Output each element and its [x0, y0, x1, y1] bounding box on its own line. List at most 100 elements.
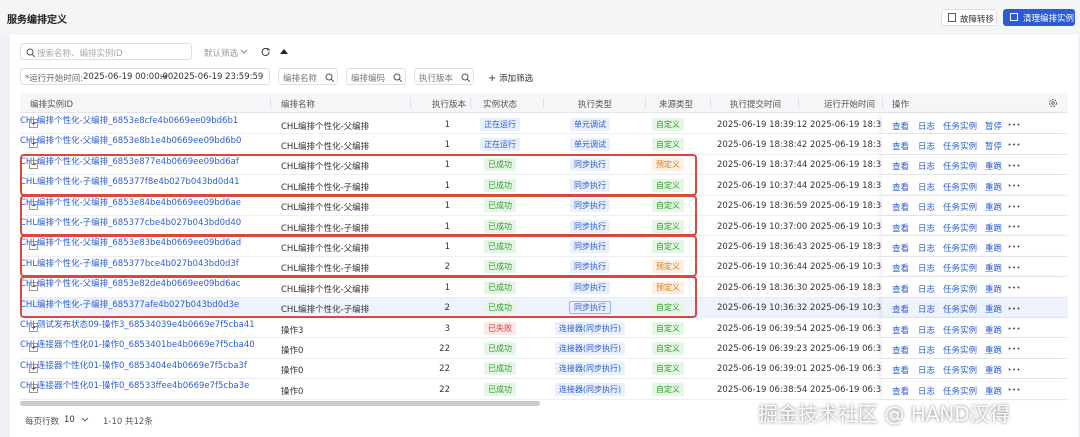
failover-button[interactable]: 故障转移	[941, 9, 997, 26]
action-link[interactable]: 任务实例	[943, 182, 978, 193]
action-link[interactable]: 任务实例	[943, 325, 978, 336]
action-link[interactable]: 日志	[918, 386, 936, 397]
action-link[interactable]: 重跑	[985, 203, 1003, 214]
more-icon[interactable]	[1008, 266, 1020, 269]
page-size[interactable]: 10	[64, 415, 75, 425]
instance-id[interactable]: CHL编排个性化-父编排_6853e8b1e4b0669ee09bd6b0	[20, 136, 242, 147]
action-link[interactable]: 任务实例	[943, 121, 978, 132]
expand-toggle[interactable]	[29, 119, 38, 128]
action-link[interactable]: 日志	[918, 264, 936, 275]
expand-toggle[interactable]	[29, 323, 38, 332]
filter-select[interactable]: 默认筛选	[204, 49, 239, 59]
expand-toggle[interactable]	[29, 200, 38, 210]
action-link[interactable]: 任务实例	[943, 243, 978, 254]
action-link[interactable]: 查看	[892, 325, 910, 336]
action-link[interactable]: 查看	[892, 284, 910, 295]
expand-toggle[interactable]	[29, 282, 38, 292]
instance-id[interactable]: CHL编排个性化-父编排_6853e83be4b0669ee09bd6ad	[20, 238, 242, 249]
action-link[interactable]: 查看	[892, 345, 910, 356]
action-link[interactable]: 重跑	[985, 386, 1003, 397]
settings-icon[interactable]	[1048, 98, 1058, 108]
instance-id[interactable]: CHL编排个性化-父编排_6853e82de4b0669ee09bd6ac	[20, 279, 241, 290]
expand-toggle[interactable]	[29, 343, 38, 353]
expand-toggle[interactable]	[29, 363, 38, 373]
action-link[interactable]: 重跑	[985, 243, 1003, 254]
expand-toggle[interactable]	[29, 159, 38, 169]
more-icon[interactable]	[1008, 143, 1020, 146]
action-link[interactable]: 重跑	[985, 284, 1003, 295]
more-icon[interactable]	[1008, 286, 1020, 289]
action-link[interactable]: 重跑	[985, 223, 1003, 234]
action-link[interactable]: 查看	[892, 121, 910, 132]
action-link[interactable]: 查看	[892, 223, 910, 234]
more-icon[interactable]	[1008, 205, 1020, 208]
action-link[interactable]: 查看	[892, 141, 910, 152]
instance-id[interactable]: CHL连接器个性化01-操作0_6853401be4b0669e7f5cba40	[20, 340, 255, 351]
action-link[interactable]: 任务实例	[943, 141, 978, 152]
date-range[interactable]: *运行开始时间: 2025-06-19 00:00:00 → 2025-06-19 2…	[20, 68, 270, 85]
action-link[interactable]: 任务实例	[943, 345, 978, 356]
instance-id[interactable]: CHL连接器个性化01-操作0_6853404e4b0669e7f5cba3f	[20, 360, 247, 371]
action-link[interactable]: 日志	[918, 141, 936, 152]
more-icon[interactable]	[1008, 388, 1020, 391]
action-link[interactable]: 查看	[892, 386, 910, 397]
more-icon[interactable]	[1008, 225, 1020, 228]
instance-id[interactable]: CHL编排个性化-子编排_685377cbe4b027b043bd0d40	[20, 218, 242, 228]
action-link[interactable]: 日志	[918, 121, 936, 132]
action-link[interactable]: 日志	[918, 223, 936, 234]
action-link[interactable]: 查看	[892, 243, 910, 254]
action-link[interactable]: 任务实例	[943, 366, 978, 377]
action-link[interactable]: 查看	[892, 162, 910, 173]
instance-id[interactable]: CHL连接器个性化01-操作0_68533ffee4b0669e7f5cba3e	[20, 381, 250, 392]
instance-id[interactable]: CHL编排个性化-子编排_685377afe4b027b043bd0d3e	[20, 299, 240, 310]
more-icon[interactable]	[1008, 347, 1020, 350]
filter-field[interactable]: 编排名称	[278, 68, 338, 85]
action-link[interactable]: 暂停	[985, 141, 1003, 152]
action-link[interactable]: 日志	[918, 203, 936, 214]
action-link[interactable]: 任务实例	[943, 305, 978, 316]
more-icon[interactable]	[1008, 123, 1020, 126]
clean-button[interactable]: 清理编排实例	[1003, 9, 1075, 26]
action-link[interactable]: 查看	[892, 305, 910, 316]
action-link[interactable]: 查看	[892, 264, 910, 275]
instance-id[interactable]: CHL编排个性化-子编排_685377f8e4b027b043bd0d41	[20, 177, 240, 188]
action-link[interactable]: 重跑	[985, 366, 1003, 377]
more-icon[interactable]	[1008, 307, 1020, 310]
action-link[interactable]: 任务实例	[943, 162, 978, 173]
action-link[interactable]: 重跑	[985, 182, 1003, 193]
action-link[interactable]: 重跑	[985, 162, 1003, 173]
add-filter[interactable]: + 添加筛选	[488, 73, 534, 84]
expand-toggle[interactable]	[29, 139, 38, 149]
action-link[interactable]: 日志	[918, 325, 936, 336]
action-link[interactable]: 日志	[918, 162, 936, 173]
action-link[interactable]: 日志	[918, 182, 936, 193]
action-link[interactable]: 暂停	[985, 121, 1003, 132]
action-link[interactable]: 任务实例	[943, 386, 978, 397]
expand-toggle[interactable]	[29, 384, 38, 394]
instance-id[interactable]: CHL编排个性化-父编排_6853e8cfe4b0669ee09bd6b1	[20, 116, 239, 126]
action-link[interactable]: 日志	[918, 243, 936, 254]
instance-id[interactable]: CHL测试发布状态09-操作3_68534039e4b0669e7f5cba41	[20, 320, 255, 330]
filter-field[interactable]: 执行版本	[414, 68, 474, 85]
action-link[interactable]: 日志	[918, 345, 936, 356]
action-link[interactable]: 重跑	[985, 264, 1003, 275]
action-link[interactable]: 日志	[918, 284, 936, 295]
filter-field[interactable]: 编排编码	[346, 68, 406, 85]
more-icon[interactable]	[1008, 368, 1020, 371]
action-link[interactable]: 重跑	[985, 345, 1003, 356]
more-icon[interactable]	[1008, 327, 1020, 330]
action-link[interactable]: 任务实例	[943, 223, 978, 234]
more-icon[interactable]	[1008, 184, 1020, 187]
action-link[interactable]: 任务实例	[943, 264, 978, 275]
action-link[interactable]: 查看	[892, 366, 910, 377]
action-link[interactable]: 重跑	[985, 325, 1003, 336]
action-link[interactable]: 日志	[918, 366, 936, 377]
action-link[interactable]: 查看	[892, 203, 910, 214]
more-icon[interactable]	[1008, 245, 1020, 248]
search-input[interactable]: 搜索名称、编排实例ID	[20, 43, 192, 60]
instance-id[interactable]: CHL编排个性化-子编排_685377bce4b027b043bd0d3f	[20, 258, 239, 269]
action-link[interactable]: 任务实例	[943, 203, 978, 214]
expand-toggle[interactable]	[29, 241, 38, 251]
instance-id[interactable]: CHL编排个性化-父编排_6853e877e4b0669ee09bd6af	[20, 156, 239, 167]
action-link[interactable]: 重跑	[985, 305, 1003, 316]
